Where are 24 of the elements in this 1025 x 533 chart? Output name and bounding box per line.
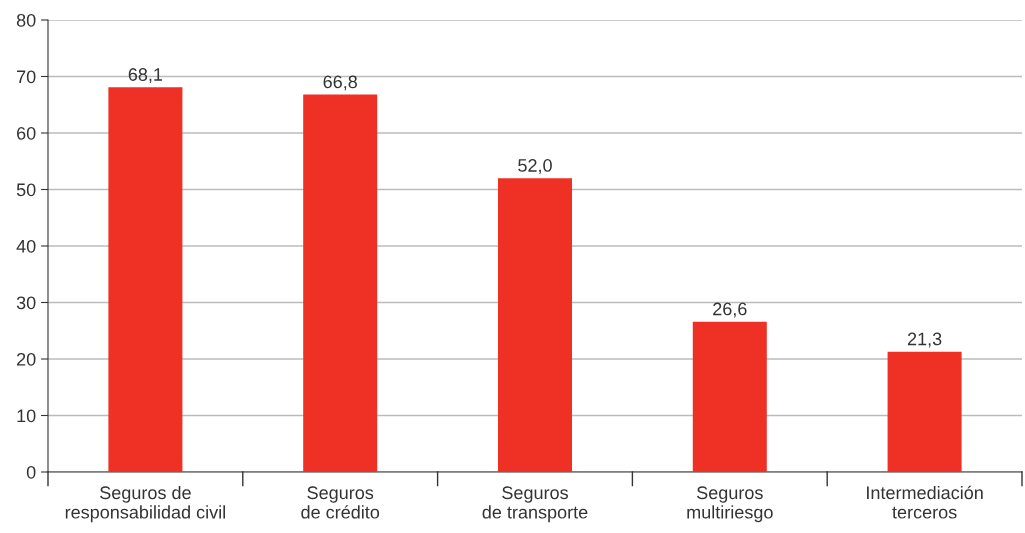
x-tick-label: Seguros de transporte — [482, 486, 588, 523]
data-label: 52,0 — [518, 159, 552, 174]
data-label: 66,8 — [323, 75, 357, 91]
data-label: 26,6 — [713, 302, 747, 318]
y-tick-label: 50 — [16, 183, 36, 197]
x-tick-label: Seguros de responsabilidad civil — [65, 485, 225, 523]
y-tick-label: 30 — [16, 296, 36, 310]
x-tick-label: Intermediación terceros — [867, 485, 983, 519]
bar — [108, 87, 183, 472]
y-tick-label: 20 — [17, 352, 36, 366]
bar — [303, 94, 378, 472]
data-label: 68,1 — [128, 68, 163, 84]
bar — [497, 178, 573, 472]
y-tick-label: 80 — [16, 13, 36, 27]
data-label: 21,3 — [907, 332, 942, 348]
x-tick-label: Seguros multiriesgo — [687, 486, 773, 523]
y-tick-label: 70 — [17, 70, 36, 84]
y-tick-label: 60 — [17, 126, 36, 140]
y-tick-label: 10 — [17, 409, 36, 423]
y-tick-label: 40 — [16, 239, 36, 253]
bar — [692, 321, 767, 472]
bar — [887, 351, 962, 472]
y-tick-label: 0 — [26, 465, 36, 479]
x-tick-label: Seguros de crédito — [301, 486, 380, 519]
